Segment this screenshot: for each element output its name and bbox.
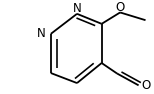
- Text: O: O: [142, 79, 151, 92]
- Text: N: N: [36, 27, 45, 40]
- Text: O: O: [116, 1, 125, 14]
- Text: N: N: [73, 2, 81, 15]
